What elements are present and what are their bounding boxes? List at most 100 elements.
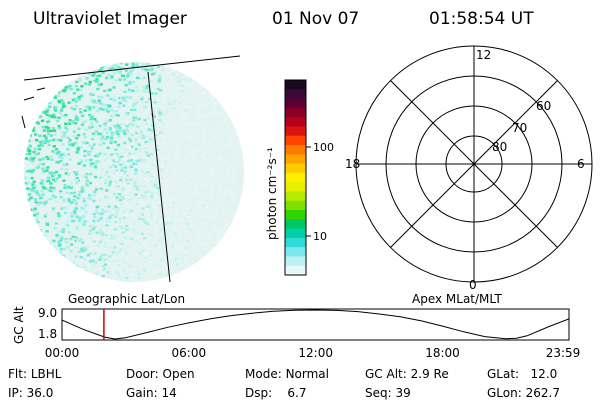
disk-pixel xyxy=(231,215,235,218)
disk-pixel xyxy=(198,104,202,108)
disk-pixel xyxy=(222,130,226,134)
disk-pixel xyxy=(224,160,228,163)
disk-pixel xyxy=(68,202,72,206)
disk-pixel xyxy=(198,200,202,203)
disk-pixel xyxy=(103,128,107,131)
disk-pixel xyxy=(158,138,162,141)
disk-pixel xyxy=(93,163,98,166)
disk-pixel xyxy=(198,233,202,236)
disk-pixel xyxy=(30,176,34,180)
colorbar-swatch xyxy=(285,219,306,230)
disk-pixel xyxy=(213,212,217,215)
disk-pixel xyxy=(28,134,32,137)
disk-pixel xyxy=(99,101,103,105)
disk-pixel xyxy=(159,89,163,92)
disk-pixel xyxy=(176,166,180,169)
disk-pixel xyxy=(144,132,148,135)
disk-pixel xyxy=(108,255,112,258)
disk-pixel xyxy=(121,231,125,234)
disk-pixel xyxy=(60,237,64,240)
disk-pixel xyxy=(199,212,203,215)
disk-pixel xyxy=(196,176,201,179)
colorbar-swatch xyxy=(285,89,306,100)
disk-pixel xyxy=(59,239,63,242)
disk-pixel xyxy=(205,166,209,169)
disk-pixel xyxy=(124,225,128,229)
disk-pixel xyxy=(65,163,69,166)
disk-pixel xyxy=(133,181,137,184)
disk-pixel xyxy=(136,241,140,245)
disk-pixel xyxy=(78,209,82,212)
disk-pixel xyxy=(98,241,102,244)
disk-pixel xyxy=(198,205,202,208)
disk-pixel xyxy=(178,184,182,188)
disk-pixel xyxy=(171,237,175,241)
disk-pixel xyxy=(29,208,33,211)
disk-pixel xyxy=(125,189,129,192)
disk-pixel xyxy=(117,236,121,240)
param-ip: IP: 36.0 xyxy=(8,387,53,399)
disk-pixel xyxy=(168,256,172,259)
disk-pixel xyxy=(82,223,86,226)
disk-pixel xyxy=(148,203,152,206)
disk-pixel xyxy=(157,270,161,273)
disk-pixel xyxy=(216,212,220,215)
disk-pixel xyxy=(116,114,120,117)
disk-pixel xyxy=(150,130,154,134)
disk-pixel xyxy=(99,256,103,259)
param-value: 39 xyxy=(395,386,411,400)
disk-pixel xyxy=(231,142,235,145)
disk-pixel xyxy=(38,115,42,118)
disk-pixel xyxy=(175,138,179,141)
disk-pixel xyxy=(204,192,208,195)
disk-pixel xyxy=(77,266,81,270)
disk-pixel xyxy=(154,229,158,233)
disk-pixel xyxy=(119,270,123,274)
disk-pixel xyxy=(61,131,65,134)
disk-pixel xyxy=(120,195,124,198)
disk-pixel xyxy=(106,185,110,188)
disk-pixel xyxy=(180,84,184,88)
disk-pixel xyxy=(57,94,61,97)
disk-pixel xyxy=(85,77,89,80)
disk-pixel xyxy=(109,194,113,197)
disk-pixel xyxy=(155,249,159,252)
disk-pixel xyxy=(71,98,75,102)
colorbar-swatch xyxy=(285,98,306,109)
disk-pixel xyxy=(162,69,166,73)
disk-pixel xyxy=(26,181,31,185)
disk-pixel xyxy=(94,261,98,264)
disk-pixel xyxy=(218,155,222,159)
disk-pixel xyxy=(185,266,189,270)
disk-pixel xyxy=(45,230,49,233)
disk-pixel xyxy=(133,156,137,159)
disk-pixel xyxy=(104,103,108,107)
disk-pixel xyxy=(220,199,224,202)
disk-pixel xyxy=(121,197,125,200)
disk-pixel xyxy=(105,189,109,192)
disk-pixel xyxy=(74,207,78,210)
disk-pixel xyxy=(187,101,192,104)
disk-pixel xyxy=(101,71,105,74)
disk-pixel xyxy=(166,194,170,197)
disk-pixel xyxy=(81,175,85,178)
disk-pixel xyxy=(62,179,66,182)
disk-pixel xyxy=(150,73,154,76)
disk-pixel xyxy=(173,153,177,156)
disk-pixel xyxy=(124,158,128,161)
disk-pixel xyxy=(231,130,235,133)
disk-pixel xyxy=(75,179,79,182)
disk-pixel xyxy=(143,147,148,150)
disk-pixel xyxy=(119,262,123,265)
timeline-frame xyxy=(61,308,570,341)
disk-pixel xyxy=(164,222,169,225)
disk-pixel xyxy=(95,205,99,209)
disk-pixel xyxy=(146,170,150,174)
disk-pixel xyxy=(176,106,180,110)
disk-pixel xyxy=(68,85,72,88)
param-value: 14 xyxy=(161,386,177,400)
disk-pixel xyxy=(31,157,35,161)
disk-pixel xyxy=(172,107,176,110)
disk-pixel xyxy=(156,128,160,131)
disk-pixel xyxy=(77,216,81,220)
